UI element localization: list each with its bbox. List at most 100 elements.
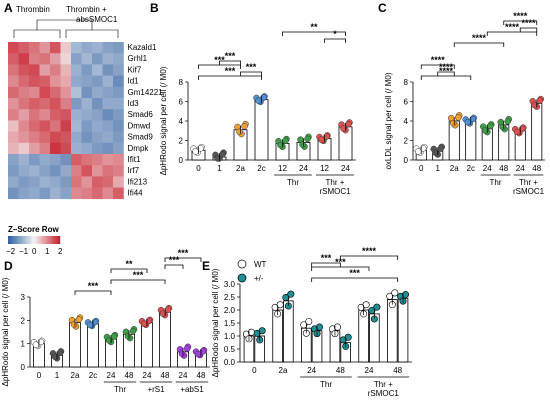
heatmap-cell: [39, 42, 51, 54]
data-point: [110, 333, 118, 340]
bar: [397, 297, 409, 363]
x-tick-label: 24: [179, 371, 188, 380]
significance-bracket: [198, 75, 262, 80]
colorbar-segment: [10, 236, 13, 244]
heatmap-cell: [29, 176, 40, 188]
significance-label: ****: [439, 62, 454, 72]
data-point: [300, 321, 308, 329]
colorbar-tick: 2: [58, 247, 63, 256]
heatmap-cell: [39, 154, 51, 166]
heatmap-cell: [60, 109, 72, 121]
group-label: Thr + rSMOC1: [368, 380, 400, 398]
colorbar-segment: [57, 236, 59, 244]
panel-label-a: A: [4, 1, 13, 15]
significance-label: ***: [133, 270, 144, 280]
heatmap-cell: [102, 120, 114, 132]
heatmap-cell: [71, 42, 82, 54]
data-point: [536, 97, 543, 104]
bar: [283, 300, 294, 363]
x-tick-label: 0: [419, 164, 424, 173]
heatmap-cell: [29, 109, 40, 121]
panel-label-e: E: [202, 259, 210, 273]
x-tick-label: 24: [299, 164, 308, 173]
gene-label: Dmpk: [128, 144, 150, 153]
significance-bracket: [324, 38, 346, 43]
group-label-line: Thr +: [374, 380, 393, 389]
heatmap-cell: [50, 42, 61, 54]
heatmap-cells: [8, 42, 124, 200]
data-point: [105, 337, 113, 344]
significance-bracket: [486, 31, 538, 36]
significance-label: ****: [472, 33, 487, 43]
x-tick-label: 2a: [450, 164, 459, 173]
heatmap-cell: [113, 154, 124, 166]
significance-label: ***: [349, 268, 360, 278]
x-tick-label: 24: [365, 366, 374, 375]
colorbar-segment: [30, 236, 32, 244]
group-label: +rS1: [147, 385, 165, 394]
heatmap-cell: [60, 187, 72, 200]
heatmap-cell: [39, 165, 51, 177]
heatmap-group-thrombin: Thrombin: [16, 5, 50, 14]
y-tick-label: 0: [21, 363, 26, 372]
significance-bracket: [311, 262, 341, 267]
y-tick-label: 6: [404, 98, 409, 107]
x-tick-label: 48: [393, 366, 402, 375]
data-point: [56, 349, 64, 357]
x-tick-label: 24: [143, 371, 152, 380]
heatmap-cell: [92, 131, 103, 144]
heatmap-cell: [60, 120, 72, 132]
x-tick-label: 1: [436, 164, 441, 173]
group-label-line: rSMOC1: [368, 389, 400, 398]
significance-label: **: [310, 22, 318, 32]
heatmap-cell: [81, 154, 93, 166]
heatmap-cell: [113, 142, 124, 155]
x-tick-label: 2c: [89, 371, 97, 380]
group-label: Thr: [490, 178, 502, 187]
heatmap-cell: [8, 109, 19, 121]
colorbar-segment: [50, 236, 53, 244]
heatmap-cell: [18, 53, 30, 65]
heatmap-cell: [8, 176, 19, 188]
heatmap-cell: [60, 98, 72, 110]
colorbar-segment: [11, 236, 14, 244]
heatmap-cell: [71, 75, 82, 88]
heatmap-cell: [113, 187, 124, 200]
heatmap-cell: [102, 142, 114, 155]
significance-label: ***: [169, 255, 180, 265]
colorbar-tick: 1: [45, 247, 50, 256]
y-axis-label: ΔpHRodo signal per cell (/ M0): [211, 268, 220, 377]
heatmap-cell: [8, 165, 19, 177]
gene-label: Id1: [128, 77, 140, 86]
significance-label: ***: [214, 55, 225, 65]
heatmap-cell: [113, 109, 124, 121]
heatmap-cell: [71, 165, 82, 177]
heatmap-cell: [39, 86, 51, 99]
significance-bracket: [74, 290, 112, 295]
heatmap-cell: [113, 165, 124, 177]
gene-label: Ifi213: [128, 177, 148, 186]
data-point: [402, 291, 410, 299]
heatmap-cell: [29, 53, 40, 65]
heatmap-cell: [18, 109, 30, 121]
y-tick-label: 3: [21, 293, 26, 302]
heatmap-cell: [102, 154, 114, 166]
significance-bracket: [311, 277, 399, 282]
heatmap-cell: [8, 64, 19, 76]
significance-label: ***: [321, 253, 332, 263]
data-point: [305, 317, 313, 325]
x-tick-label: 0: [252, 366, 257, 375]
y-tick-label: 1.0: [224, 332, 236, 341]
significance-bracket: [311, 266, 370, 271]
heatmap-cell: [39, 109, 51, 121]
colorbar-segment: [24, 236, 27, 244]
significance-bracket: [110, 268, 148, 273]
significance-label: ****: [521, 18, 536, 28]
heatmap-cell: [18, 86, 30, 99]
bar: [358, 309, 369, 363]
significance-bracket: [110, 279, 166, 284]
heatmap-cell: [113, 86, 124, 99]
y-tick-label: 0.0: [224, 358, 236, 367]
x-tick-label: 24: [516, 164, 525, 173]
